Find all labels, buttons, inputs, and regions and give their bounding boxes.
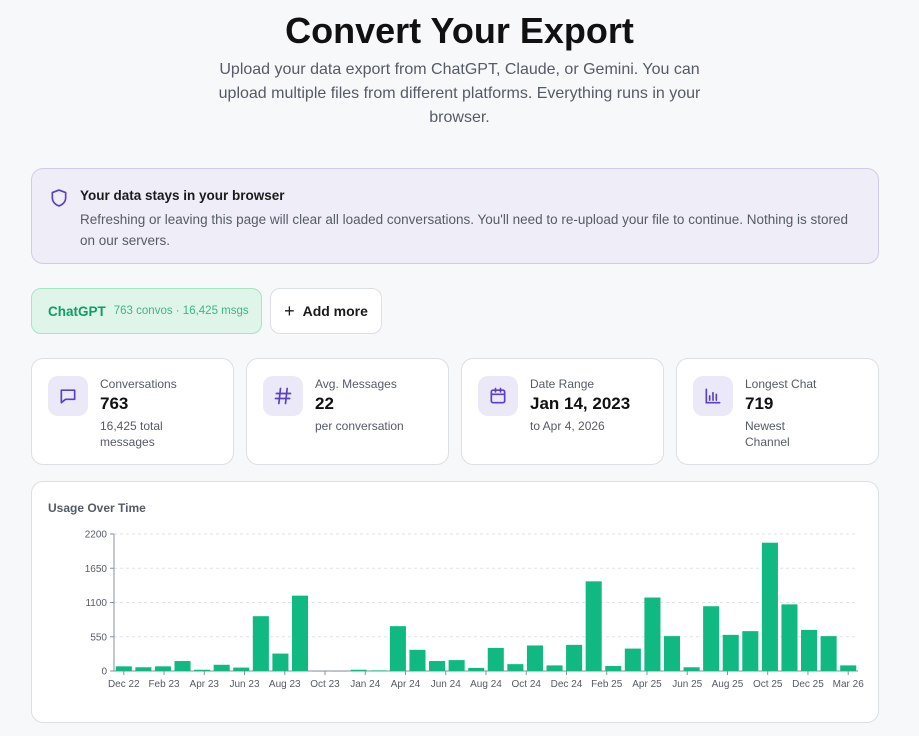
chart-bar <box>350 669 367 671</box>
x-tick-label: Aug 23 <box>269 679 301 690</box>
stat-label: Longest Chat <box>745 377 817 391</box>
chart-bar <box>389 626 406 671</box>
x-tick-label: Dec 22 <box>108 679 140 690</box>
y-tick-label: 2200 <box>85 530 108 541</box>
x-tick-label: Aug 24 <box>470 679 502 690</box>
chart-bar <box>546 665 563 671</box>
chart-bar <box>174 661 191 671</box>
y-tick-label: 0 <box>101 667 107 678</box>
bar-chart-icon <box>693 376 733 416</box>
chart-bar <box>781 604 798 671</box>
stat-value: Jan 14, 2023 <box>530 394 631 413</box>
chart-bar <box>233 667 250 671</box>
x-tick-label: Dec 24 <box>551 679 583 690</box>
chart-bar <box>331 671 348 672</box>
chart-bar <box>820 636 837 671</box>
usage-chart-card: Usage Over Time 0 550 1100 1650 2200 Dec 22 Fe… <box>31 481 879 723</box>
stat-sub: to Apr 4, 2026 <box>530 419 605 433</box>
chart-bar <box>742 631 759 671</box>
x-tick-label: Feb 25 <box>591 679 623 690</box>
stat-sub: per conversation <box>315 419 404 433</box>
x-tick-label: Jun 24 <box>431 679 461 690</box>
x-tick-label: Jan 24 <box>350 679 380 690</box>
chart-bar <box>252 616 269 671</box>
platform-stats: 763 convos · 16,425 msgs <box>113 305 249 317</box>
chart-bar <box>644 597 661 671</box>
add-more-button[interactable]: + Add more <box>270 288 382 334</box>
stat-sub: Newest Channel <box>745 419 790 449</box>
usage-chart: 0 550 1100 1650 2200 Dec 22 Feb 23 Apr 23 Jun 23… <box>85 530 865 691</box>
chart-bar <box>761 542 778 671</box>
notice-text: Refreshing or leaving this page will cle… <box>80 212 849 248</box>
page-title: Convert Your Export <box>285 10 634 51</box>
stat-label: Date Range <box>530 377 595 391</box>
chart-bar <box>624 648 641 671</box>
x-tick-label: Apr 23 <box>190 679 220 690</box>
x-tick-label: Mar 26 <box>833 679 865 690</box>
chart-bar <box>311 671 328 672</box>
x-tick-label: Apr 24 <box>391 679 421 690</box>
chart-bar <box>468 667 485 671</box>
x-tick-label: Apr 25 <box>632 679 662 690</box>
shield-icon <box>49 188 69 208</box>
chart-bar <box>566 644 583 671</box>
x-tick-label: Aug 25 <box>712 679 744 690</box>
stat-label: Conversations <box>100 377 177 391</box>
chart-bar <box>370 670 387 671</box>
x-tick-label: Dec 25 <box>792 679 824 690</box>
chart-bar <box>507 664 524 671</box>
stat-sub: 16,425 total messages <box>100 419 163 449</box>
stat-value: 763 <box>100 394 129 413</box>
platform-chip-chatgpt[interactable]: ChatGPT 763 convos · 16,425 msgs <box>31 288 262 334</box>
stat-value: 22 <box>315 394 334 413</box>
y-tick-label: 550 <box>90 632 107 643</box>
chart-bar <box>585 581 602 671</box>
privacy-notice: Your data stays in your browser Refreshi… <box>31 168 879 264</box>
plus-icon: + <box>284 301 295 321</box>
chart-bar <box>291 595 309 671</box>
x-tick-label: Feb 23 <box>148 679 180 690</box>
calendar-icon <box>478 376 518 416</box>
chart-bar <box>526 645 543 671</box>
page-subtitle: Upload your data export from ChatGPT, Cl… <box>218 61 701 126</box>
hash-icon <box>263 376 303 416</box>
chart-bar <box>703 606 720 671</box>
y-tick-label: 1650 <box>85 564 108 575</box>
message-icon <box>48 376 88 416</box>
chart-bar <box>801 629 818 671</box>
chart-bar <box>409 649 426 671</box>
chart-bar <box>154 666 171 671</box>
chart-bar <box>115 666 132 671</box>
chart-bar <box>605 666 622 671</box>
stat-value: 719 <box>745 394 774 413</box>
notice-title: Your data stays in your browser <box>80 188 285 203</box>
chart-bar <box>135 667 152 671</box>
chart-bar <box>722 634 739 671</box>
stat-label: Avg. Messages <box>315 377 397 391</box>
x-tick-label: Jun 23 <box>230 679 260 690</box>
stat-card-conversations: Conversations 763 16,425 total messages <box>31 358 234 465</box>
stat-card-longest-chat: Longest Chat 719 Newest Channel <box>676 358 879 465</box>
chart-bar <box>194 669 211 671</box>
platform-name: ChatGPT <box>48 303 106 319</box>
chart-bar <box>487 647 504 671</box>
stat-card-date-range: Date Range Jan 14, 2023 to Apr 4, 2026 <box>461 358 664 465</box>
chart-bar <box>663 636 681 671</box>
x-tick-label: Jun 25 <box>672 679 702 690</box>
chart-bar <box>840 665 857 671</box>
stat-card-avg-messages: Avg. Messages 22 per conversation <box>246 358 449 465</box>
chart-bar <box>683 667 700 671</box>
chart-title: Usage Over Time <box>48 501 146 515</box>
add-more-label: Add more <box>302 303 368 319</box>
chart-bar <box>272 653 289 671</box>
y-tick-label: 1100 <box>85 598 107 609</box>
chart-bar <box>213 664 230 671</box>
chart-bar <box>448 660 465 671</box>
x-tick-label: Oct 23 <box>310 679 340 690</box>
chart-bar <box>429 661 446 671</box>
x-tick-label: Oct 24 <box>512 679 542 690</box>
x-tick-label: Oct 25 <box>753 679 783 690</box>
